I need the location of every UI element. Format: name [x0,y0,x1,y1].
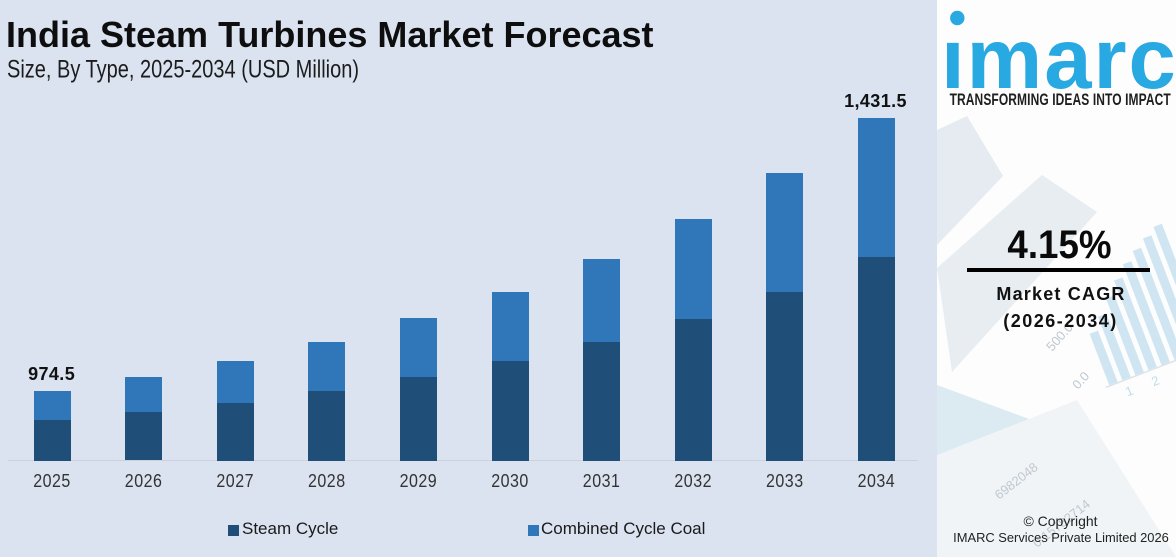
svg-text:ımarc: ımarc [941,12,1176,100]
